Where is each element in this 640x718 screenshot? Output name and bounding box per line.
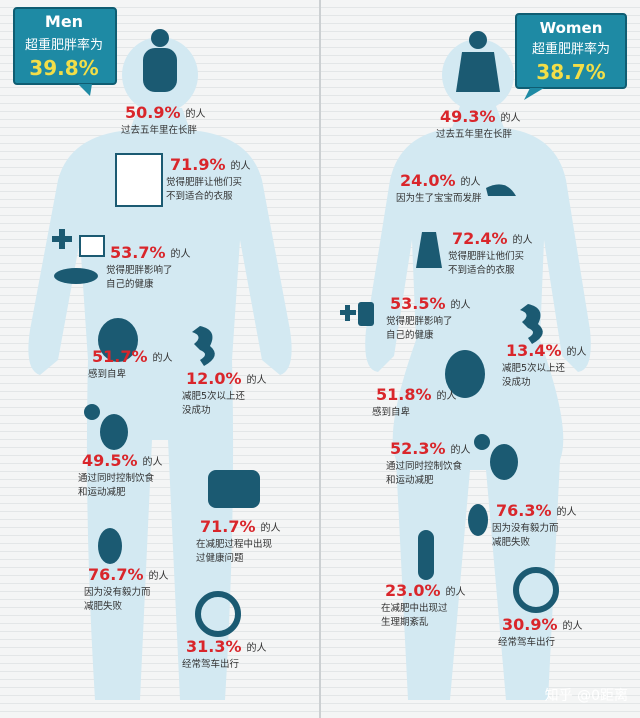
- stat-value: 53.5%: [390, 294, 446, 313]
- stat-unit: 的人: [451, 443, 471, 456]
- icons: [52, 29, 559, 637]
- stat-description: 减肥失败: [492, 536, 531, 548]
- stat-unit: 的人: [247, 641, 267, 654]
- stat-description: 通过同时控制饮食: [386, 460, 463, 472]
- stat-description: 因为没有毅力而: [84, 586, 151, 598]
- stat-description: 不到适合的衣服: [166, 190, 233, 202]
- stat-description: 因为生了宝宝而发胖: [396, 192, 482, 204]
- stat-value: 30.9%: [502, 615, 558, 634]
- stat-unit: 的人: [446, 585, 466, 598]
- stat-value: 13.4%: [506, 341, 562, 360]
- stat-description: 和运动减肥: [386, 474, 434, 486]
- stat-value: 71.7%: [200, 517, 256, 536]
- stat-description: 自己的健康: [386, 329, 434, 341]
- stat-unit: 的人: [231, 159, 251, 172]
- stat-value: 52.3%: [390, 439, 446, 458]
- stat-description: 通过同时控制饮食: [78, 472, 155, 484]
- stat-value: 51.8%: [376, 385, 432, 404]
- stat-description: 减肥失败: [84, 600, 123, 612]
- stat-value: 24.0%: [400, 171, 456, 190]
- stat-value: 12.0%: [186, 369, 242, 388]
- stat-description: 在减肥中出现过: [381, 602, 448, 614]
- stat-unit: 的人: [186, 107, 206, 120]
- stat-value: 53.7%: [110, 243, 166, 262]
- stat-description: 经常驾车出行: [182, 658, 240, 670]
- watermark: 知乎 @0距离: [545, 687, 628, 704]
- stat-description: 觉得肥胖影响了: [106, 264, 173, 276]
- stat-value: 76.3%: [496, 501, 552, 520]
- men-header: Men 超重肥胖率为 39.8%: [13, 7, 117, 96]
- stat-description: 自己的健康: [106, 278, 154, 290]
- women-caption: 超重肥胖率为: [532, 41, 610, 57]
- stat-description: 和运动减肥: [78, 486, 126, 498]
- stat-unit: 的人: [451, 298, 471, 311]
- stat-description: 感到自卑: [88, 368, 127, 380]
- stat-description: 在减肥过程中出现: [196, 538, 273, 550]
- stat-description: 过去五年里在长胖: [121, 124, 198, 136]
- stat-unit: 的人: [567, 345, 587, 358]
- stat-description: 没成功: [182, 404, 211, 416]
- stat-value: 76.7%: [88, 565, 144, 584]
- stat-description: 觉得肥胖让他们买: [166, 176, 242, 188]
- stat-unit: 的人: [171, 247, 191, 260]
- stat-unit: 的人: [153, 351, 173, 364]
- stat-unit: 的人: [563, 619, 583, 632]
- stat-description: 不到适合的衣服: [448, 264, 515, 276]
- stat-unit: 的人: [149, 569, 169, 582]
- stat-description: 过去五年里在长胖: [436, 128, 513, 140]
- stat-value: 50.9%: [125, 103, 181, 122]
- men-label: Men: [45, 12, 83, 31]
- stat-unit: 的人: [513, 233, 533, 246]
- stat-description: 感到自卑: [372, 406, 411, 418]
- stat-value: 49.3%: [440, 107, 496, 126]
- stat-unit: 的人: [501, 111, 521, 124]
- stat-unit: 的人: [437, 389, 457, 402]
- women-rate: 38.7%: [536, 60, 605, 84]
- stat-description: 减肥5次以上还: [502, 362, 566, 374]
- stat-description: 经常驾车出行: [498, 636, 556, 648]
- stat-unit: 的人: [247, 373, 267, 386]
- stat-unit: 的人: [143, 455, 163, 468]
- stat-value: 23.0%: [385, 581, 441, 600]
- stat-description: 过健康问题: [196, 552, 244, 564]
- stat-value: 71.9%: [170, 155, 226, 174]
- stat-value: 72.4%: [452, 229, 508, 248]
- stat-unit: 的人: [461, 175, 481, 188]
- stat-description: 觉得肥胖让他们买: [448, 250, 524, 262]
- stat-value: 51.7%: [92, 347, 148, 366]
- stat-value: 31.3%: [186, 637, 242, 656]
- stat-description: 觉得肥胖影响了: [386, 315, 453, 327]
- women-label: Women: [540, 19, 603, 37]
- men-caption: 超重肥胖率为: [25, 37, 103, 53]
- stat-unit: 的人: [557, 505, 577, 518]
- stat-description: 因为没有毅力而: [492, 522, 559, 534]
- stat-description: 生理期紊乱: [381, 616, 429, 628]
- men-rate: 39.8%: [29, 56, 98, 80]
- stat-description: 没成功: [502, 376, 531, 388]
- stat-unit: 的人: [261, 521, 281, 534]
- women-header: Women 超重肥胖率为 38.7%: [515, 13, 627, 100]
- stat-description: 减肥5次以上还: [182, 390, 246, 402]
- stat-value: 49.5%: [82, 451, 138, 470]
